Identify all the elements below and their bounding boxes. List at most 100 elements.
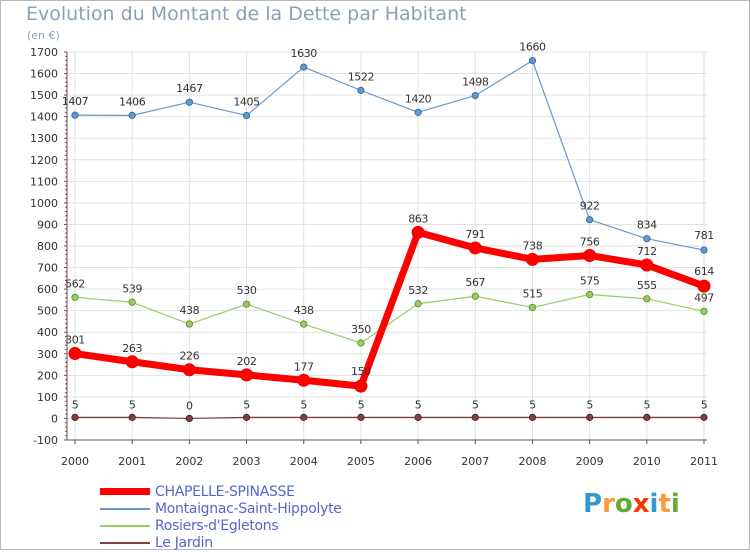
data-point-chapelle-spinasse xyxy=(240,368,254,382)
legend-swatch-chapelle-spinasse xyxy=(100,488,150,495)
data-point-chapelle-spinasse xyxy=(697,279,711,293)
y-tick-label: 1100 xyxy=(30,175,58,188)
data-label-montaignac-saint-hippolyte: 1498 xyxy=(462,76,489,89)
data-label-montaignac-saint-hippolyte: 1630 xyxy=(291,47,318,60)
data-label-rosiers-d-egletons: 562 xyxy=(65,277,85,290)
data-label-rosiers-d-egletons: 532 xyxy=(408,284,428,297)
data-label-le-jardin: 5 xyxy=(529,398,536,411)
y-tick-label: 1000 xyxy=(30,197,58,210)
grid-layer xyxy=(67,51,707,441)
data-label-chapelle-spinasse: 177 xyxy=(294,360,314,373)
data-point-le-jardin xyxy=(185,414,193,423)
data-label-montaignac-saint-hippolyte: 1405 xyxy=(233,96,260,109)
logo-letter: t xyxy=(658,489,671,519)
data-point-rosiers-d-egletons xyxy=(357,339,365,347)
data-label-rosiers-d-egletons: 567 xyxy=(465,276,485,289)
data-label-layer: 301 263 226 202 177 150 863 791 738 756 712 614 1407… xyxy=(62,41,715,413)
data-point-rosiers-d-egletons xyxy=(586,290,594,299)
data-point-montaignac-saint-hippolyte xyxy=(586,216,594,224)
data-point-le-jardin xyxy=(414,413,422,421)
data-point-rosiers-d-egletons xyxy=(643,295,651,303)
y-tick-label: 1700 xyxy=(30,46,58,59)
data-point-chapelle-spinasse xyxy=(125,355,139,369)
data-point-le-jardin xyxy=(300,413,308,421)
data-label-montaignac-saint-hippolyte: 1660 xyxy=(519,41,546,54)
x-tick-label: 2009 xyxy=(576,455,604,468)
data-point-montaignac-saint-hippolyte xyxy=(528,57,537,65)
data-point-montaignac-saint-hippolyte xyxy=(128,111,136,119)
legend-label-le-jardin: Le Jardin xyxy=(155,535,213,551)
data-label-rosiers-d-egletons: 555 xyxy=(637,279,657,292)
data-label-montaignac-saint-hippolyte: 781 xyxy=(694,229,714,242)
data-label-rosiers-d-egletons: 350 xyxy=(351,323,371,336)
data-point-montaignac-saint-hippolyte xyxy=(471,91,479,100)
data-label-le-jardin: 5 xyxy=(586,398,593,411)
y-tick-label: 700 xyxy=(37,262,58,275)
data-point-montaignac-saint-hippolyte xyxy=(242,111,251,120)
series-line-le-jardin xyxy=(75,416,704,420)
logo-letter: P xyxy=(583,489,603,519)
y-tick-label: 1200 xyxy=(30,154,58,167)
data-label-montaignac-saint-hippolyte: 834 xyxy=(637,219,657,232)
legend-swatch-le-jardin xyxy=(100,542,150,544)
data-point-le-jardin xyxy=(471,413,479,421)
axis-layer: -100 0 100 200 300 400 500 600 700 800 900 1000 1100… xyxy=(30,46,718,468)
data-point-le-jardin xyxy=(528,413,537,421)
x-tick-label: 2005 xyxy=(347,455,375,468)
y-tick-label: 1600 xyxy=(30,68,58,81)
data-point-rosiers-d-egletons xyxy=(528,303,537,312)
x-tick-label: 2011 xyxy=(690,455,718,468)
data-point-rosiers-d-egletons xyxy=(300,320,308,328)
data-label-le-jardin: 0 xyxy=(186,399,193,412)
data-label-rosiers-d-egletons: 438 xyxy=(179,304,199,317)
data-label-rosiers-d-egletons: 530 xyxy=(237,284,257,297)
data-label-chapelle-spinasse: 614 xyxy=(694,265,714,278)
y-tick-label: 100 xyxy=(37,391,58,404)
data-point-chapelle-spinasse xyxy=(525,252,539,266)
data-point-rosiers-d-egletons xyxy=(128,298,136,306)
x-tick-label: 2004 xyxy=(290,455,318,468)
data-label-montaignac-saint-hippolyte: 1420 xyxy=(405,92,432,105)
data-point-chapelle-spinasse xyxy=(640,258,654,272)
legend-label-chapelle-spinasse: CHAPELLE-SPINASSE xyxy=(155,484,295,500)
data-point-chapelle-spinasse xyxy=(583,248,597,262)
legend-item-montaignac-saint-hippolyte: Montaignac-Saint-Hippolyte xyxy=(100,501,460,518)
data-label-montaignac-saint-hippolyte: 1406 xyxy=(119,95,146,108)
series-line-montaignac-saint-hippolyte xyxy=(74,60,705,251)
y-tick-label: 300 xyxy=(37,348,58,361)
data-point-rosiers-d-egletons xyxy=(185,320,193,328)
y-tick-label: 900 xyxy=(37,218,58,231)
data-point-montaignac-saint-hippolyte xyxy=(185,98,193,106)
x-tick-label: 2003 xyxy=(233,455,261,468)
data-label-rosiers-d-egletons: 575 xyxy=(580,275,600,288)
chart-subtitle: (en €) xyxy=(27,29,60,42)
data-label-chapelle-spinasse: 863 xyxy=(408,212,428,225)
data-label-le-jardin: 5 xyxy=(358,398,365,411)
data-point-montaignac-saint-hippolyte xyxy=(300,63,308,71)
data-point-rosiers-d-egletons xyxy=(471,292,479,300)
data-point-chapelle-spinasse xyxy=(411,225,425,239)
data-point-le-jardin xyxy=(700,413,708,421)
legend-swatch-montaignac-saint-hippolyte xyxy=(100,508,150,510)
data-point-le-jardin xyxy=(71,413,79,421)
y-tick-label: 500 xyxy=(37,305,58,318)
legend-label-rosiers-d-egletons: Rosiers-d'Egletons xyxy=(155,518,279,534)
data-point-le-jardin xyxy=(357,413,365,421)
x-tick-label: 2008 xyxy=(518,455,546,468)
data-point-montaignac-saint-hippolyte xyxy=(357,86,365,94)
data-point-rosiers-d-egletons xyxy=(71,293,79,301)
data-label-montaignac-saint-hippolyte: 1407 xyxy=(62,95,89,108)
data-label-le-jardin: 5 xyxy=(415,398,422,411)
data-label-chapelle-spinasse: 226 xyxy=(179,350,199,363)
series-line-rosiers-d-egletons xyxy=(74,293,705,344)
logo-letter: i xyxy=(670,489,680,519)
series-line-chapelle-spinasse xyxy=(74,228,706,390)
data-label-chapelle-spinasse: 150 xyxy=(351,365,371,378)
data-label-chapelle-spinasse: 738 xyxy=(523,239,543,252)
data-label-le-jardin: 5 xyxy=(701,398,708,411)
x-tick-label: 2002 xyxy=(175,455,203,468)
y-tick-label: 1400 xyxy=(30,111,58,124)
data-point-le-jardin xyxy=(128,413,136,421)
y-tick-label: 1500 xyxy=(30,89,58,102)
legend-item-rosiers-d-egletons: Rosiers-d'Egletons xyxy=(100,518,460,535)
